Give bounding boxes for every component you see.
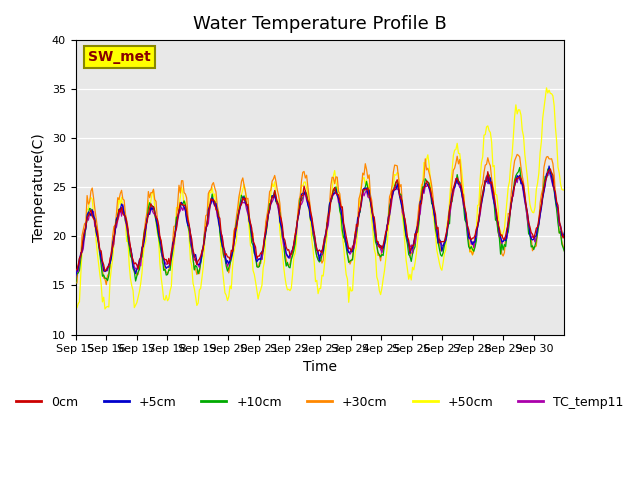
Text: SW_met: SW_met bbox=[88, 50, 150, 64]
Title: Water Temperature Profile B: Water Temperature Profile B bbox=[193, 15, 447, 33]
Y-axis label: Temperature(C): Temperature(C) bbox=[32, 133, 46, 242]
X-axis label: Time: Time bbox=[303, 360, 337, 374]
Legend: 0cm, +5cm, +10cm, +30cm, +50cm, TC_temp11: 0cm, +5cm, +10cm, +30cm, +50cm, TC_temp1… bbox=[12, 391, 628, 414]
